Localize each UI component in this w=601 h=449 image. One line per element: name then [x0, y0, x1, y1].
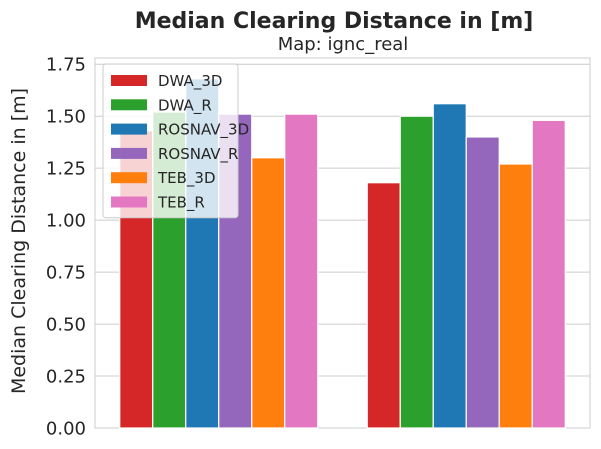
legend-label: DWA_3D	[158, 72, 222, 91]
bar	[498, 163, 533, 429]
legend-label: TEB_3D	[157, 169, 216, 188]
legend-swatch	[111, 75, 147, 86]
legend-label: ROSNAV_3D	[158, 121, 249, 140]
y-tick-labels: 0.00 0.25 0.50 0.75 1.00 1.25 1.50 1.75	[46, 55, 86, 440]
y-tick-label: 0.75	[46, 263, 86, 284]
bar	[465, 136, 500, 429]
legend-label: TEB_R	[157, 194, 205, 213]
legend-swatch	[111, 123, 147, 135]
bar	[399, 115, 434, 429]
bar	[284, 113, 319, 429]
y-tick-label: 1.75	[46, 55, 86, 76]
legend: DWA_3D DWA_R ROSNAV_3D ROSNAV_R TEB_3D TEB_R	[102, 63, 249, 219]
legend-swatch	[111, 99, 147, 111]
y-tick-label: 0.00	[46, 419, 86, 440]
y-axis-label: Median Clearing Distance in [m]	[8, 88, 30, 394]
chart-subtitle: Map: ignc_real	[278, 34, 409, 55]
bar	[366, 182, 401, 429]
y-tick-label: 1.00	[46, 211, 86, 232]
y-tick-label: 1.25	[46, 159, 86, 180]
legend-swatch	[111, 147, 147, 159]
bar	[531, 119, 566, 429]
y-tick-label: 1.50	[46, 107, 86, 128]
bar	[432, 103, 467, 429]
y-tick-label: 0.25	[46, 367, 86, 388]
chart-title: Median Clearing Distance in [m]	[135, 9, 534, 34]
legend-label: DWA_R	[158, 96, 212, 115]
legend-label: ROSNAV_R	[158, 145, 238, 164]
legend-swatch	[111, 172, 147, 184]
y-tick-label: 0.50	[46, 315, 86, 336]
bar	[251, 157, 286, 429]
legend-swatch	[111, 196, 147, 208]
